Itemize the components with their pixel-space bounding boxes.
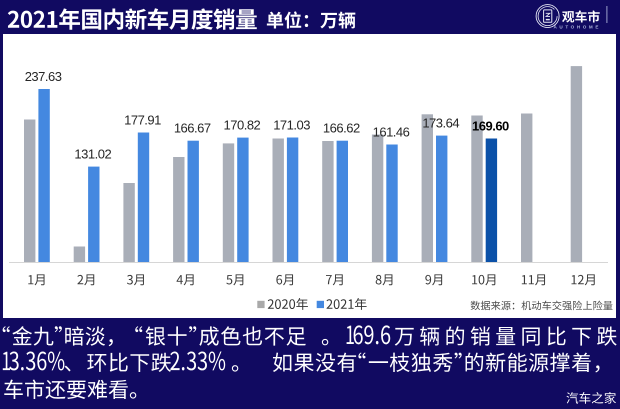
svg-text:170.82: 170.82 [224, 118, 261, 133]
svg-text:161.46: 161.46 [373, 125, 410, 140]
svg-text:AUTOHOME: AUTOHOME [554, 24, 602, 29]
svg-text:166.62: 166.62 [323, 121, 360, 136]
svg-text:169.60: 169.60 [472, 119, 509, 134]
svg-text:173.64: 173.64 [422, 116, 459, 131]
svg-text:237.63: 237.63 [25, 69, 62, 84]
svg-text:171.03: 171.03 [273, 118, 310, 133]
svg-text:177.91: 177.91 [124, 113, 161, 128]
svg-text:166.67: 166.67 [174, 121, 211, 136]
svg-text:131.02: 131.02 [74, 147, 111, 162]
